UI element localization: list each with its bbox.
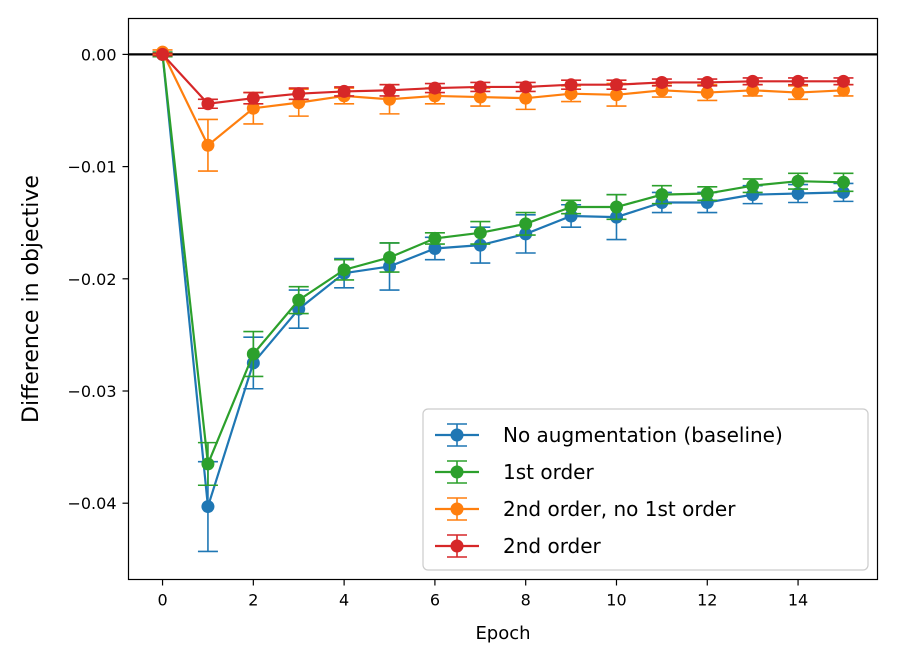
y-axis-label: Difference in objective — [19, 175, 44, 423]
data-point — [655, 75, 669, 89]
data-point — [836, 175, 850, 189]
legend-label: No augmentation (baseline) — [503, 423, 783, 447]
data-point — [201, 457, 215, 471]
data-point — [337, 84, 351, 98]
x-tick-label: 6 — [430, 591, 440, 610]
data-point — [292, 293, 306, 307]
data-point — [700, 196, 714, 210]
data-point — [156, 47, 170, 61]
data-point — [836, 185, 850, 199]
legend-label: 2nd order, no 1st order — [503, 497, 736, 521]
data-point — [836, 74, 850, 88]
data-point — [292, 87, 306, 101]
data-point — [609, 200, 623, 214]
data-point — [700, 75, 714, 89]
data-point — [746, 188, 760, 202]
data-point — [201, 500, 215, 514]
data-point — [836, 83, 850, 97]
legend: No augmentation (baseline) 1st order 2nd o… — [422, 408, 869, 571]
data-point — [609, 78, 623, 92]
data-point — [746, 74, 760, 88]
data-point — [746, 83, 760, 97]
legend-entry-1: 1st order — [435, 460, 594, 484]
x-tick-label: 4 — [339, 591, 349, 610]
data-point — [246, 101, 260, 115]
data-point — [609, 88, 623, 102]
legend-entry-0: No augmentation (baseline) — [435, 423, 783, 447]
y-tick-label: −0.01 — [67, 158, 116, 177]
x-tick-label: 12 — [697, 591, 717, 610]
data-point — [700, 86, 714, 100]
data-point — [246, 91, 260, 105]
data-point — [791, 187, 805, 201]
x-tick-label: 0 — [157, 591, 167, 610]
data-point — [383, 250, 397, 264]
data-point — [473, 226, 487, 240]
series-line — [161, 51, 844, 148]
x-tick-label: 8 — [521, 591, 531, 610]
data-point — [201, 138, 215, 152]
data-point — [473, 238, 487, 252]
data-point — [519, 80, 533, 94]
series-line — [161, 54, 844, 507]
data-point — [519, 91, 533, 105]
x-axis-label: Epoch — [475, 623, 530, 644]
data-point — [428, 81, 442, 95]
data-point — [473, 80, 487, 94]
data-point — [564, 87, 578, 101]
data-point — [746, 179, 760, 193]
legend-label: 2nd order — [503, 534, 602, 558]
data-point — [337, 263, 351, 277]
x-tick-label: 10 — [606, 591, 626, 610]
data-point — [700, 187, 714, 201]
legend-entry-2: 2nd order, no 1st order — [435, 497, 736, 521]
data-point — [564, 200, 578, 214]
legend-marker — [450, 502, 464, 516]
legend-marker — [450, 465, 464, 479]
data-point — [564, 209, 578, 223]
data-point — [428, 242, 442, 256]
axes: 0 2 4 6 8 10 12 14 0.00 −0.01 −0.02 −0.03 −0.04 — [67, 45, 808, 609]
series-1 — [152, 47, 854, 487]
data-point — [791, 86, 805, 100]
data-point — [655, 188, 669, 202]
data-point — [383, 83, 397, 97]
legend-entry-3: 2nd order — [435, 534, 602, 558]
y-tick-label: −0.03 — [67, 382, 116, 401]
series-line — [161, 54, 844, 465]
data-point — [428, 231, 442, 245]
legend-box — [422, 408, 869, 571]
x-tick-label: 14 — [788, 591, 808, 610]
series-line — [161, 53, 844, 105]
series-3 — [152, 47, 854, 111]
data-point — [201, 97, 215, 111]
data-point — [246, 347, 260, 361]
y-tick-label: 0.00 — [81, 45, 117, 64]
x-tick-label: 2 — [248, 591, 258, 610]
plot-frame — [127, 17, 879, 581]
y-tick-label: −0.04 — [67, 494, 116, 513]
plot-area — [128, 45, 878, 553]
y-tick-label: −0.02 — [67, 270, 116, 289]
data-point — [564, 78, 578, 92]
data-point — [791, 174, 805, 188]
legend-marker — [450, 428, 464, 442]
legend-marker — [450, 539, 464, 553]
data-point — [473, 90, 487, 104]
data-point — [519, 217, 533, 231]
data-point — [791, 74, 805, 88]
legend-label: 1st order — [503, 460, 594, 484]
